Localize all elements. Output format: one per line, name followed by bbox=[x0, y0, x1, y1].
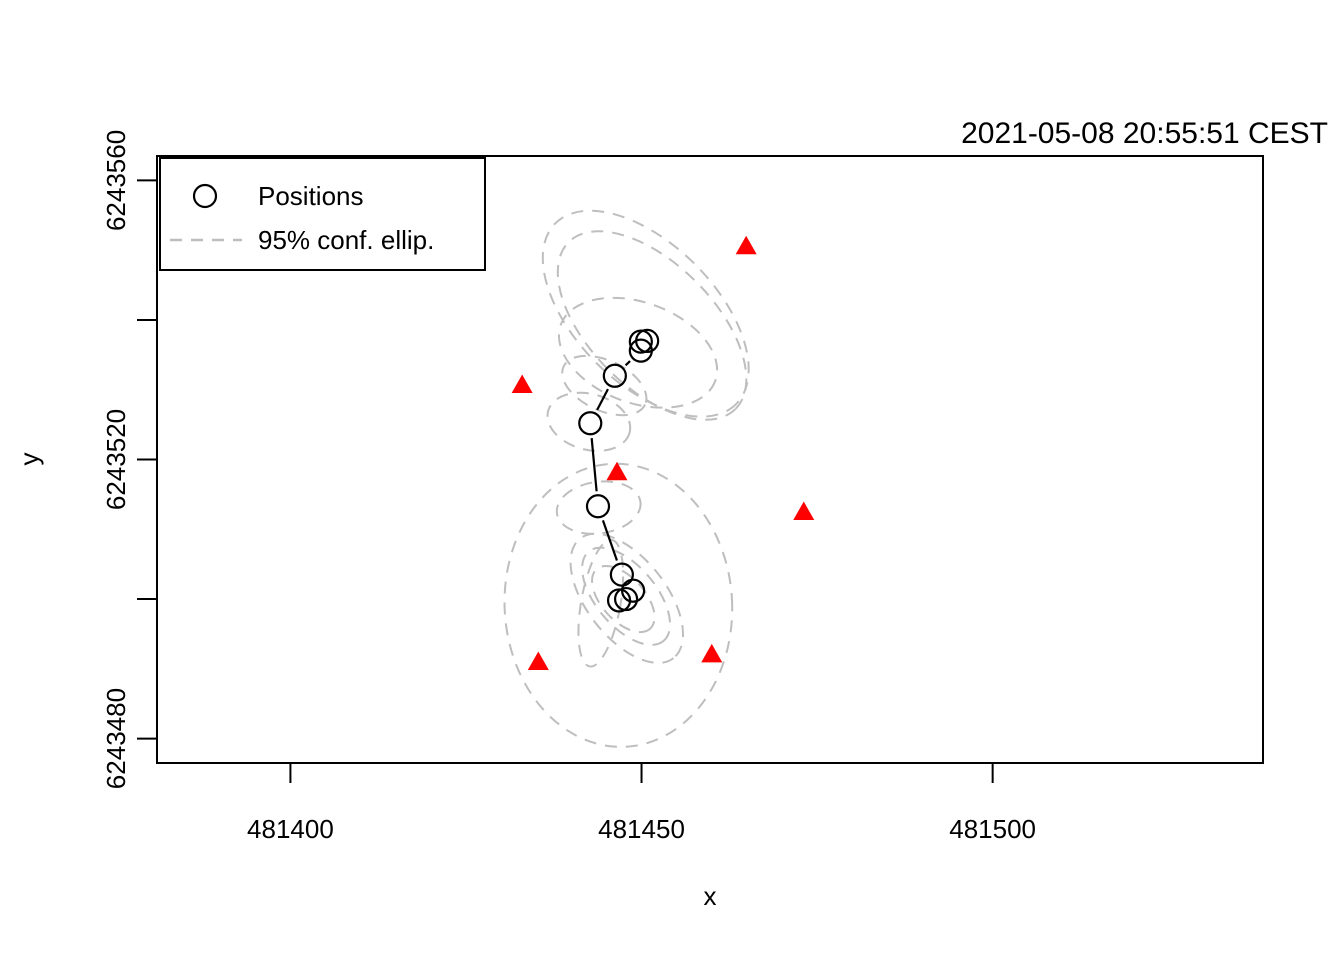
position-point bbox=[628, 338, 653, 363]
confidence-ellipse bbox=[546, 391, 632, 452]
legend-box bbox=[159, 157, 486, 271]
confidence-ellipse bbox=[503, 462, 734, 748]
position-point bbox=[609, 562, 634, 587]
x-axis-ticks: 481400 481450 481500 bbox=[247, 763, 1036, 844]
plot-border bbox=[156, 155, 1264, 764]
legend-label-positions: Positions bbox=[258, 181, 364, 211]
position-point bbox=[602, 363, 627, 388]
confidence-ellipse bbox=[577, 538, 625, 668]
position-point bbox=[606, 588, 632, 613]
confidence-ellipse bbox=[541, 209, 750, 418]
position-point bbox=[578, 411, 603, 436]
position-point bbox=[628, 329, 653, 354]
y-tick-label: 6243560 bbox=[101, 130, 131, 231]
confidence-ellipse bbox=[557, 296, 719, 409]
landmark-triangle bbox=[511, 374, 533, 394]
x-axis-title: x bbox=[704, 881, 717, 911]
confidence-ellipse bbox=[569, 532, 685, 664]
y-axis-title: y bbox=[14, 453, 44, 466]
y-tick-label: 6243520 bbox=[101, 409, 131, 510]
landmark-triangle bbox=[701, 643, 723, 663]
landmark-triangle bbox=[793, 501, 815, 521]
x-tick-label: 481500 bbox=[949, 814, 1036, 844]
position-points-layer bbox=[578, 328, 660, 613]
confidence-ellipse bbox=[591, 564, 656, 634]
confidence-ellipse bbox=[555, 480, 642, 535]
legend: Positions 95% conf. ellip. bbox=[159, 157, 486, 271]
legend-label-conf-ellip: 95% conf. ellip. bbox=[258, 225, 434, 255]
position-point bbox=[585, 494, 611, 519]
track-line-layer bbox=[590, 360, 631, 561]
plot-timestamp-title: 2021-05-08 20:55:51 CEST bbox=[961, 117, 1328, 150]
x-tick-label: 481450 bbox=[598, 814, 685, 844]
x-tick-label: 481400 bbox=[247, 814, 334, 844]
y-tick-label: 6243480 bbox=[101, 688, 131, 789]
landmark-triangle bbox=[606, 461, 628, 481]
track-segment bbox=[624, 360, 631, 367]
positions-marker-icon bbox=[192, 183, 218, 209]
track-segment bbox=[601, 520, 618, 561]
landmark-triangle bbox=[735, 235, 757, 255]
confidence-ellipse bbox=[581, 546, 672, 646]
track-segment bbox=[596, 388, 609, 411]
confidence-ellipse bbox=[561, 354, 648, 417]
y-axis-ticks: 6243560 6243520 6243480 bbox=[101, 130, 157, 789]
confidence-ellipse bbox=[556, 230, 748, 421]
landmark-triangle bbox=[527, 651, 549, 671]
landmark-triangles-layer bbox=[511, 235, 815, 671]
track-segment bbox=[590, 438, 598, 492]
